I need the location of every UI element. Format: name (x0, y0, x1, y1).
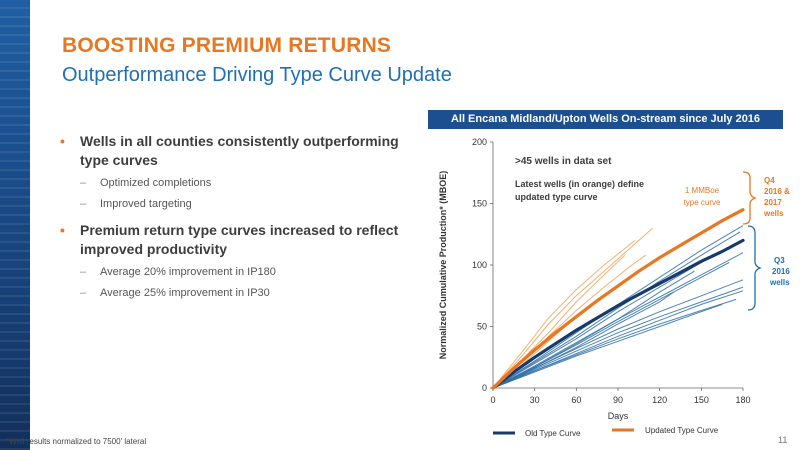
y-tick-label: 200 (472, 137, 487, 147)
x-axis-label: Days (608, 411, 629, 421)
left-decorative-bar (0, 0, 30, 450)
sub-bullet-completions: – Optimized completions (60, 176, 400, 190)
bullet-outperforming: • Wells in all counties consistently out… (60, 132, 400, 170)
sub-bullet-targeting: – Improved targeting (60, 197, 400, 211)
legend-label-old: Old Type Curve (525, 429, 581, 438)
q4-label-line3: 2017 (764, 198, 782, 207)
well-line (492, 240, 636, 389)
sub-bullet-ip30: – Average 25% improvement in IP30 (60, 286, 400, 300)
q3-label-line2: 2016 (772, 267, 790, 276)
q4-label-line4: wells (763, 209, 784, 218)
bullet-dot-icon: • (60, 133, 65, 149)
updated-type-curve-line (491, 208, 745, 390)
production-chart: Normalized Cumulative Production* (MBOE)… (438, 137, 790, 438)
x-tick-label: 30 (530, 395, 540, 405)
dash-icon: – (80, 287, 87, 299)
sub-bullet-ip180: – Average 20% improvement in IP180 (60, 265, 400, 279)
x-tick-label: 150 (694, 395, 709, 405)
q4-label-line1: Q4 (764, 176, 775, 185)
sub-bullet-text: Improved targeting (100, 198, 192, 210)
y-axis-label: Normalized Cumulative Production* (MBOE) (438, 171, 448, 360)
q4-bracket (742, 171, 757, 225)
old-type-curve-line (491, 238, 745, 390)
dataset-note: >45 wells in data set (515, 156, 612, 167)
well-line (492, 291, 674, 389)
mmboe-label-line2: type curve (684, 198, 721, 207)
well-line (492, 252, 744, 389)
annotations: >45 wells in data set Latest wells (in o… (515, 156, 790, 311)
sub-bullet-text: Average 25% improvement in IP30 (100, 287, 270, 299)
q3-label-line1: Q3 (774, 256, 785, 265)
page-number: 11 (778, 435, 788, 445)
slide-title: BOOSTING PREMIUM RETURNS (62, 34, 392, 57)
axis-ticks: 0 30 60 90 120 150 180 0 50 100 150 200 (472, 137, 751, 405)
y-tick-label: 0 (482, 383, 487, 393)
bullet-dot-icon: • (60, 222, 65, 238)
x-tick-label: 0 (490, 395, 495, 405)
x-tick-label: 60 (571, 395, 581, 405)
well-line (492, 231, 741, 389)
y-tick-label: 100 (472, 260, 487, 270)
q4-label-line2: 2016 & (764, 187, 790, 196)
type-curves (491, 208, 745, 390)
y-tick-label: 50 (477, 322, 487, 332)
well-line (492, 227, 654, 389)
bullet-text: Wells in all counties consistently outpe… (80, 133, 399, 168)
q3-bracket (747, 225, 762, 311)
slide-subtitle: Outperformance Driving Type Curve Update (62, 64, 452, 86)
legend: Old Type Curve Updated Type Curve (493, 426, 719, 438)
sub-bullet-text: Average 20% improvement in IP180 (100, 266, 276, 278)
bullet-list: • Wells in all counties consistently out… (60, 132, 400, 307)
latest-note-line2: updated type curve (515, 192, 598, 202)
q3-label-line3: wells (769, 278, 790, 287)
dash-icon: – (80, 198, 87, 210)
x-tick-label: 180 (735, 395, 750, 405)
bullet-type-curves: • Premium return type curves increased t… (60, 221, 400, 259)
mmboe-label-line1: 1 MMBoe (685, 186, 720, 195)
well-line (492, 270, 695, 389)
bullet-text: Premium return type curves increased to … (80, 222, 399, 257)
well-line (492, 298, 737, 389)
latest-note-line1: Latest wells (in orange) define (515, 179, 644, 189)
y-tick-label: 150 (472, 199, 487, 209)
x-tick-label: 120 (652, 395, 667, 405)
well-line (492, 286, 744, 389)
chart-title: All Encana Midland/Upton Wells On-stream… (428, 110, 783, 129)
legend-label-updated: Updated Type Curve (645, 426, 719, 435)
well-line (492, 303, 723, 389)
dash-icon: – (80, 266, 87, 278)
dash-icon: – (80, 177, 87, 189)
x-tick-label: 90 (613, 395, 623, 405)
footnote: *Well results normalized to 7500' latera… (6, 437, 147, 446)
sub-bullet-text: Optimized completions (100, 177, 212, 189)
